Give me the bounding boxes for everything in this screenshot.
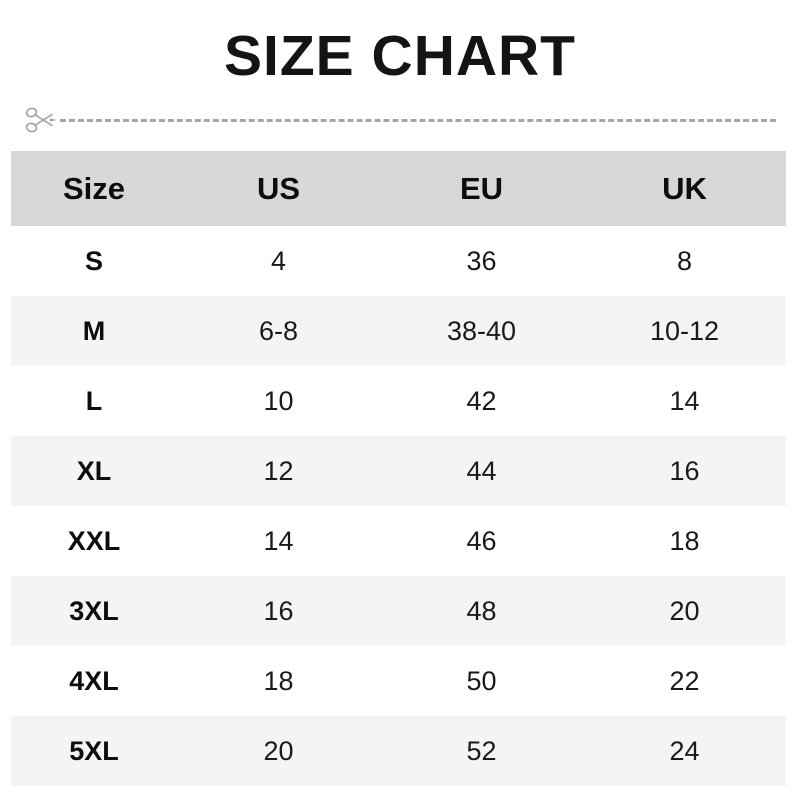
cell-us: 20 xyxy=(263,735,294,766)
cell-eu: 48 xyxy=(466,595,497,626)
cell-us: 16 xyxy=(263,595,294,626)
cell-uk: 18 xyxy=(669,525,700,556)
column-header-us: US xyxy=(177,151,380,226)
cut-line xyxy=(24,104,776,136)
size-chart-table: Size US EU UK S 4 36 8 M 6-8 38-40 10-12… xyxy=(11,151,786,786)
cell-us: 12 xyxy=(263,455,294,486)
cell-us: 14 xyxy=(263,525,294,556)
cell-eu: 52 xyxy=(466,735,497,766)
cell-eu: 50 xyxy=(466,665,497,696)
table-row: M 6-8 38-40 10-12 xyxy=(11,296,786,366)
scissors-icon xyxy=(25,107,57,133)
cell-uk: 20 xyxy=(669,595,700,626)
cell-us: 4 xyxy=(270,245,287,276)
cell-us: 18 xyxy=(263,665,294,696)
page-title: SIZE CHART xyxy=(224,24,576,88)
dashed-cut-line xyxy=(60,119,776,122)
table-row: S 4 36 8 xyxy=(11,226,786,296)
table-row: 3XL 16 48 20 xyxy=(11,576,786,646)
cell-us: 6-8 xyxy=(258,315,299,346)
table-row: 4XL 18 50 22 xyxy=(11,646,786,716)
cell-size: S xyxy=(84,245,103,276)
cell-size: XXL xyxy=(67,525,121,556)
cell-eu: 44 xyxy=(466,455,497,486)
cell-size: XL xyxy=(76,455,112,486)
cell-uk: 22 xyxy=(669,665,700,696)
cell-size: 5XL xyxy=(69,735,119,766)
column-header-eu: EU xyxy=(380,151,583,226)
cell-uk: 8 xyxy=(676,245,693,276)
cell-size: 4XL xyxy=(69,665,119,696)
table-row: XXL 14 46 18 xyxy=(11,506,786,576)
cell-size: 3XL xyxy=(69,595,119,626)
cell-eu: 42 xyxy=(466,385,497,416)
cell-uk: 14 xyxy=(669,385,700,416)
cell-uk: 10-12 xyxy=(649,315,720,346)
cell-eu: 38-40 xyxy=(446,315,517,346)
cell-eu: 46 xyxy=(466,525,497,556)
table-row: L 10 42 14 xyxy=(11,366,786,436)
column-header-uk: UK xyxy=(583,151,786,226)
cell-uk: 24 xyxy=(669,735,700,766)
cell-size: L xyxy=(85,385,103,416)
table-header-row: Size US EU UK xyxy=(11,151,786,226)
table-row: XL 12 44 16 xyxy=(11,436,786,506)
cell-eu: 36 xyxy=(466,245,497,276)
cell-us: 10 xyxy=(263,385,294,416)
table-row: 5XL 20 52 24 xyxy=(11,716,786,786)
cell-size: M xyxy=(82,315,106,346)
column-header-size: Size xyxy=(11,151,177,226)
cell-uk: 16 xyxy=(669,455,700,486)
